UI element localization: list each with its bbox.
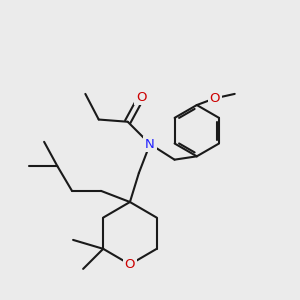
Text: N: N	[145, 138, 155, 151]
Text: O: O	[209, 92, 220, 105]
Text: O: O	[125, 258, 135, 271]
Text: O: O	[136, 91, 146, 104]
